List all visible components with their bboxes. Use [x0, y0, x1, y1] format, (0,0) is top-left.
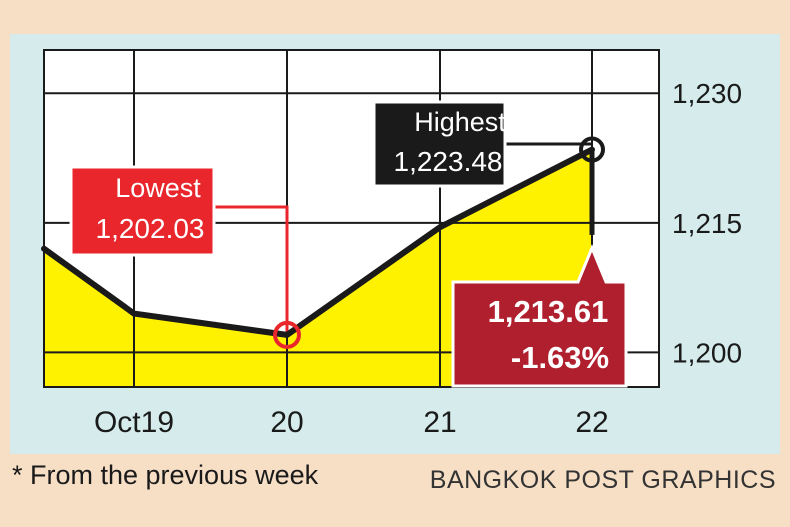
credit-line: BANGKOK POST GRAPHICS — [429, 466, 776, 494]
footnote: * From the previous week — [12, 460, 319, 490]
x-tick-label-2: 21 — [423, 406, 456, 439]
plot-frame — [43, 49, 660, 388]
close-callout — [451, 244, 628, 388]
y-tick-label-0: 1,200 — [672, 337, 742, 368]
lowest-value: 1,202.03 — [96, 213, 205, 244]
lowest-title: Lowest — [115, 173, 201, 203]
y-tick-label-1: 1,215 — [672, 208, 742, 239]
highest-value: 1,223.48 — [394, 146, 503, 177]
lowest-box — [69, 165, 216, 257]
close-value: 1,213.61 — [488, 294, 609, 329]
highest-marker — [579, 136, 605, 163]
lowest-marker — [273, 320, 301, 349]
lowest-connector — [214, 205, 289, 335]
x-tick-label-0: Oct19 — [94, 406, 174, 439]
x-tick-label-3: 22 — [575, 406, 608, 439]
highest-box — [372, 100, 507, 188]
close-change: -1.63% — [511, 340, 609, 375]
x-tick-label-1: 20 — [270, 406, 303, 439]
highest-title: Highest — [414, 107, 506, 137]
series-line — [41, 146, 595, 338]
y-tick-label-2: 1,230 — [672, 78, 742, 109]
